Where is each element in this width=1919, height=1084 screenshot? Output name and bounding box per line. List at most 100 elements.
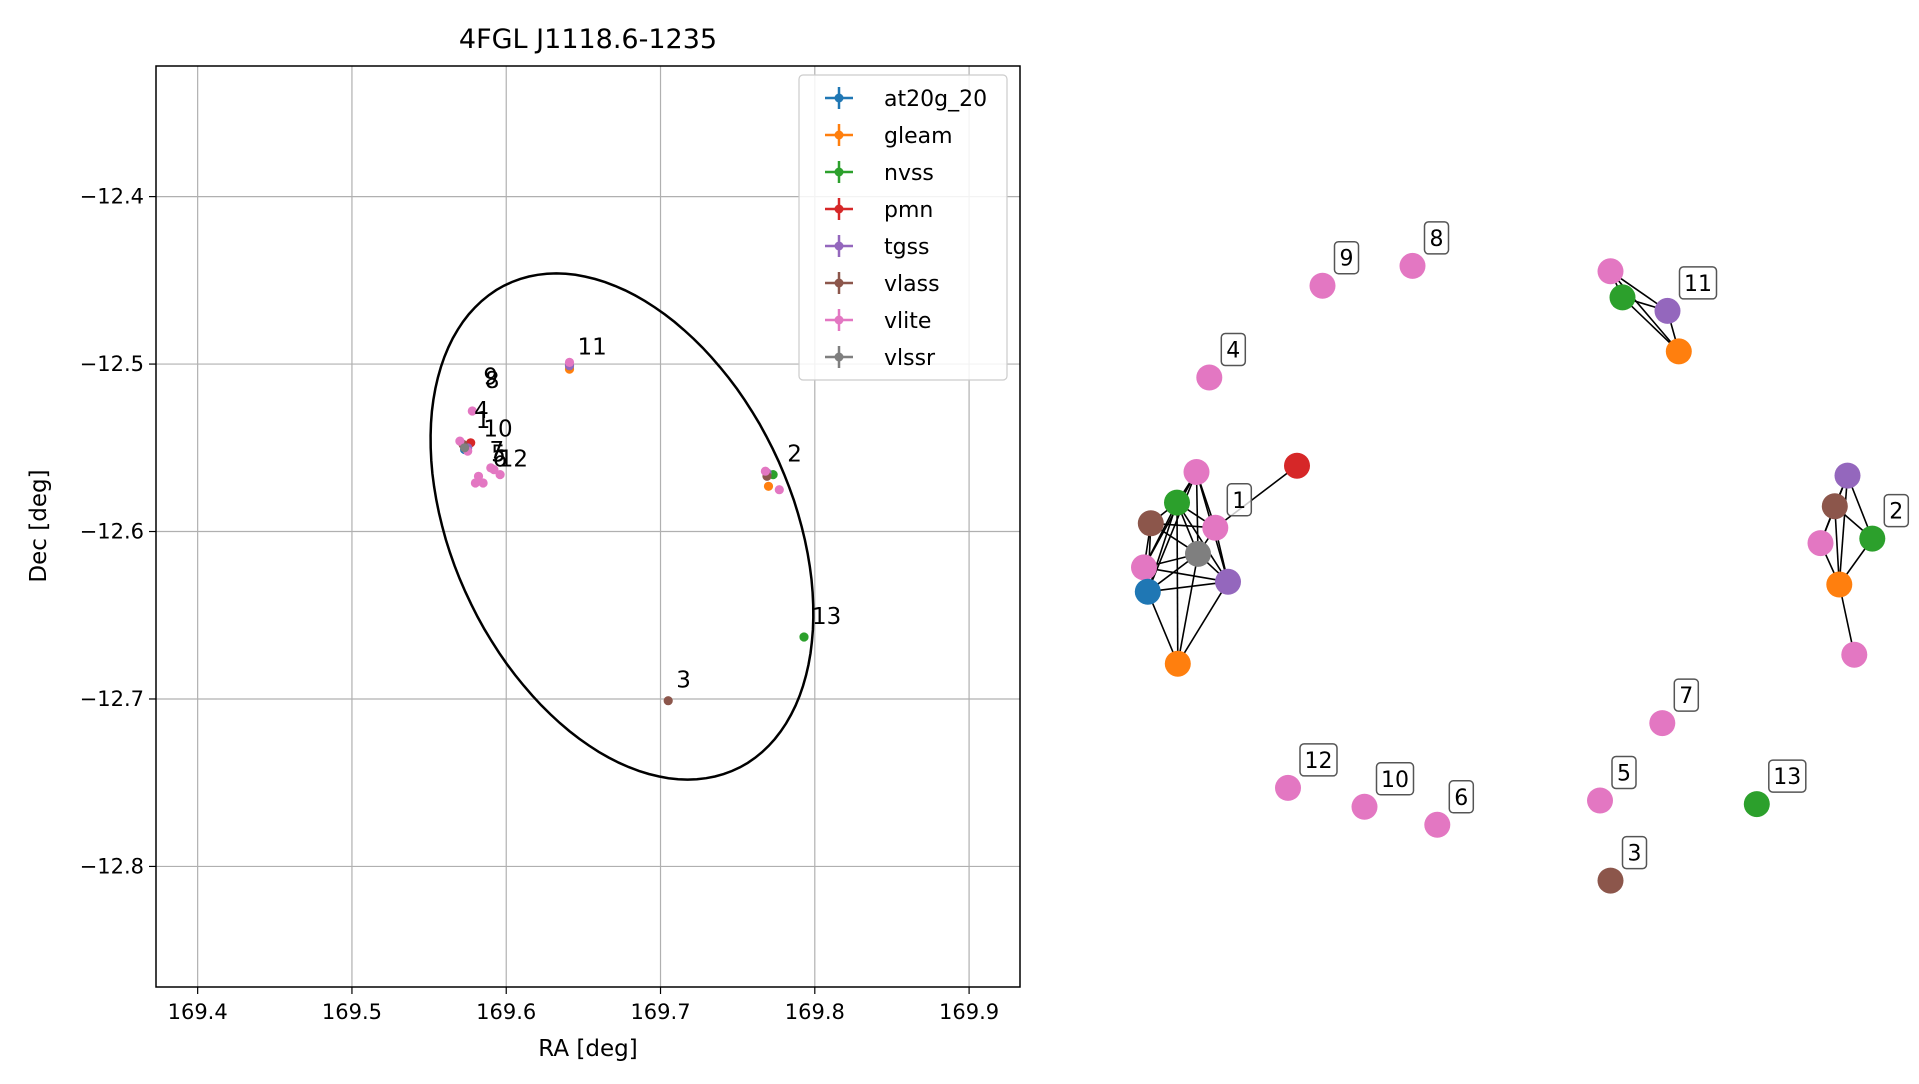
network-node	[1215, 568, 1241, 595]
network-node	[1202, 514, 1229, 541]
network-label: 1	[1232, 489, 1246, 514]
legend-label: at20g_20	[884, 87, 987, 112]
point-vlite	[470, 478, 480, 488]
network-label: 4	[1226, 339, 1240, 364]
point-label: 7	[490, 438, 505, 464]
network-node	[1134, 578, 1161, 605]
point-label: 8	[485, 368, 500, 394]
network-node	[1597, 867, 1624, 894]
network-node	[1137, 510, 1164, 537]
point-vlass	[663, 696, 673, 706]
scatter-panel: 169.4 169.5 169.6 169.7 169.8 169.9 −12.4−12.…	[26, 24, 1021, 1062]
point-label: 10	[483, 416, 512, 442]
network-label: 8	[1430, 227, 1444, 252]
network-edge	[1214, 465, 1298, 529]
network-label: 5	[1617, 762, 1631, 787]
legend-marker-vlite	[834, 315, 844, 325]
legend-label: vlass	[884, 272, 940, 297]
network-edge	[1143, 566, 1229, 583]
point-vlite	[774, 485, 784, 495]
point-vlite	[760, 466, 771, 476]
network-label-box	[1621, 835, 1648, 870]
network-edges	[1143, 270, 1874, 665]
network-label-box	[1375, 762, 1415, 796]
legend-label: vlite	[884, 309, 931, 334]
x-tick-label: 169.4	[168, 1000, 228, 1024]
plot-frame	[155, 65, 1021, 988]
point-vlite	[455, 436, 465, 446]
localization-ellipse	[429, 272, 815, 781]
network-node	[1649, 710, 1676, 737]
x-axis-ticks: 169.4 169.5 169.6 169.7 169.8 169.9	[168, 987, 999, 1024]
legend-marker-vlssr	[834, 352, 844, 362]
x-tick-label: 169.7	[630, 1000, 690, 1024]
legend-marker-at20g_20	[834, 93, 844, 103]
chart-title: 4FGL J1118.6-1235	[459, 24, 717, 55]
network-node	[1164, 650, 1191, 677]
y-tick-label: −12.8	[80, 854, 144, 878]
network-edge	[1195, 471, 1199, 554]
network-edge	[1143, 471, 1198, 568]
network-node	[1609, 284, 1636, 311]
point-vlssr	[460, 443, 470, 453]
network-node	[1185, 540, 1211, 567]
network-label-box	[1333, 240, 1360, 275]
legend-label: tgss	[884, 235, 930, 260]
network-edge	[1177, 553, 1199, 664]
network-label: 9	[1340, 247, 1354, 272]
network-node	[1196, 364, 1223, 391]
network-label-box	[1611, 755, 1637, 790]
network-label-box	[1678, 266, 1718, 300]
legend-box	[798, 74, 1008, 381]
point-nvss	[799, 632, 809, 642]
network-node	[1351, 793, 1378, 820]
network-node	[1665, 338, 1692, 365]
network-node	[1399, 252, 1426, 279]
network-label-box	[1299, 743, 1338, 777]
network-label-box	[1423, 221, 1450, 255]
point-label: 13	[812, 604, 841, 630]
legend-label: pmn	[884, 198, 933, 223]
network-node	[1654, 297, 1681, 324]
network-label-box	[1220, 332, 1247, 367]
legend-marker-pmn	[834, 204, 844, 214]
point-label: 2	[787, 442, 802, 468]
network-label-box	[1883, 493, 1910, 528]
point-vlite	[467, 406, 477, 416]
legend-label: nvss	[884, 161, 934, 186]
y-axis-ticks: −12.4 −12.5 −12.6 −12.7 −12.8	[80, 185, 156, 878]
y-axis-label: Dec [deg]	[26, 469, 52, 582]
network-node	[1834, 462, 1861, 489]
network-node	[1859, 525, 1886, 552]
network-edge	[1834, 506, 1841, 585]
x-tick-label: 169.5	[322, 1000, 382, 1024]
network-node	[1841, 641, 1868, 668]
point-vlite	[478, 478, 488, 488]
point-label: 11	[578, 334, 607, 360]
network-node	[1826, 571, 1853, 598]
network-edge	[1838, 475, 1849, 585]
x-tick-label: 169.8	[785, 1000, 845, 1024]
network-node	[1821, 493, 1848, 520]
network-label: 13	[1773, 765, 1801, 790]
network-node	[1284, 452, 1310, 479]
network-node	[1587, 787, 1613, 814]
network-label: 12	[1305, 749, 1333, 774]
network-node	[1275, 774, 1301, 801]
x-axis-label: RA [deg]	[538, 1036, 637, 1062]
point-label: 9	[483, 365, 498, 391]
network-label: 6	[1454, 786, 1468, 811]
network-node	[1743, 791, 1770, 818]
network-node	[1807, 530, 1834, 557]
network-node	[1597, 258, 1624, 285]
network-edge	[1176, 502, 1179, 664]
point-vlite	[564, 357, 575, 367]
point-vlite	[489, 465, 499, 475]
legend-label: vlssr	[884, 346, 936, 371]
legend-marker-vlass	[834, 278, 844, 288]
